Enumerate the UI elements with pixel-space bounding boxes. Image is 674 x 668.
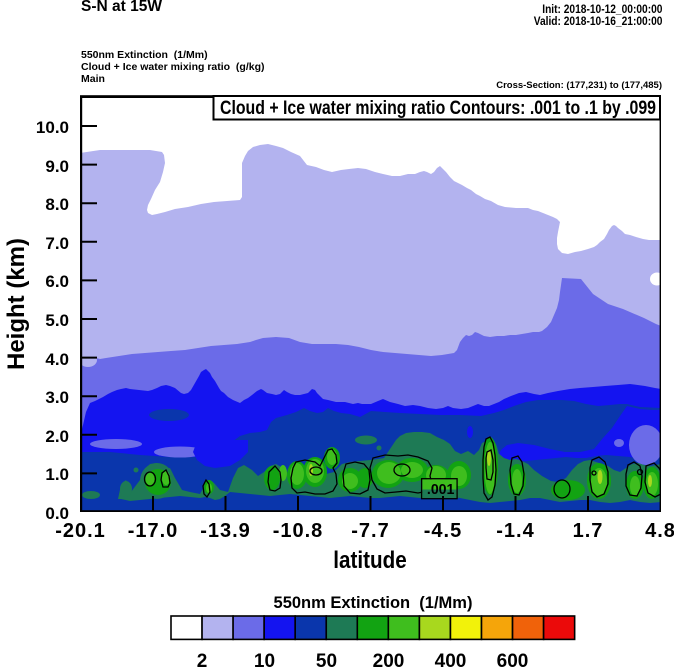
svg-text:.001: .001 (427, 481, 455, 498)
svg-text:Cloud + Ice water mixing ratio: Cloud + Ice water mixing ratio Contours:… (220, 98, 656, 119)
